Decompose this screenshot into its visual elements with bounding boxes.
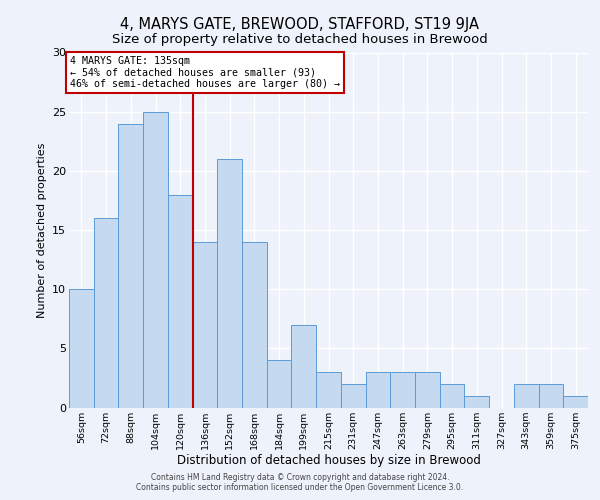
Bar — [267, 360, 292, 408]
Bar — [415, 372, 440, 408]
Bar — [514, 384, 539, 407]
Bar — [69, 289, 94, 408]
Bar — [118, 124, 143, 408]
Bar — [143, 112, 168, 408]
Text: Contains HM Land Registry data © Crown copyright and database right 2024.
Contai: Contains HM Land Registry data © Crown c… — [136, 473, 464, 492]
Bar — [217, 159, 242, 408]
Bar — [440, 384, 464, 407]
Bar — [365, 372, 390, 408]
Bar — [390, 372, 415, 408]
Bar — [539, 384, 563, 407]
Y-axis label: Number of detached properties: Number of detached properties — [37, 142, 47, 318]
Bar — [292, 324, 316, 407]
Bar — [464, 396, 489, 407]
Text: 4, MARYS GATE, BREWOOD, STAFFORD, ST19 9JA: 4, MARYS GATE, BREWOOD, STAFFORD, ST19 9… — [121, 18, 479, 32]
Bar — [242, 242, 267, 408]
X-axis label: Distribution of detached houses by size in Brewood: Distribution of detached houses by size … — [176, 454, 481, 468]
Bar — [168, 194, 193, 408]
Bar — [94, 218, 118, 408]
Bar — [316, 372, 341, 408]
Text: Size of property relative to detached houses in Brewood: Size of property relative to detached ho… — [112, 32, 488, 46]
Bar — [563, 396, 588, 407]
Bar — [193, 242, 217, 408]
Text: 4 MARYS GATE: 135sqm
← 54% of detached houses are smaller (93)
46% of semi-detac: 4 MARYS GATE: 135sqm ← 54% of detached h… — [70, 56, 340, 89]
Bar — [341, 384, 365, 407]
